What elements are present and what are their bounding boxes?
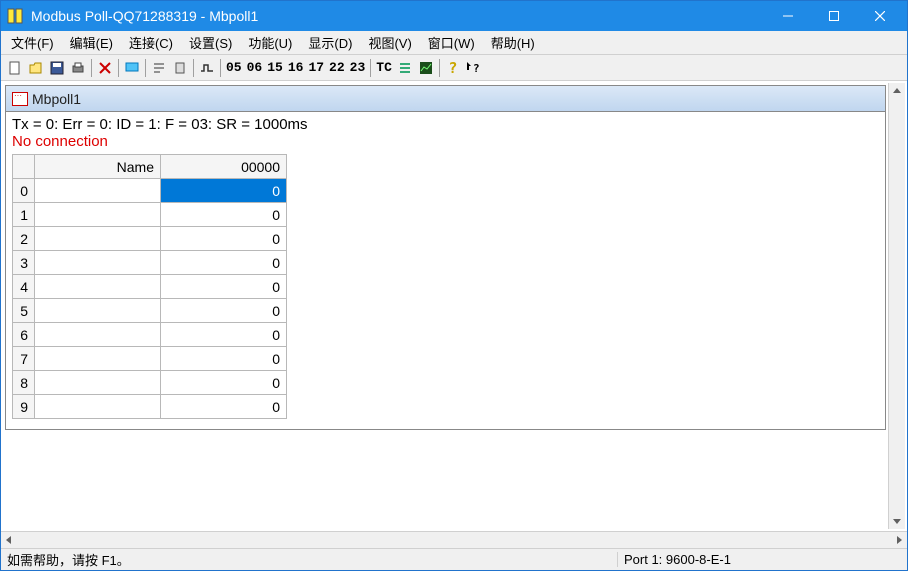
- row-index: 8: [13, 371, 35, 395]
- cell-value[interactable]: 0: [161, 347, 287, 371]
- cell-value[interactable]: 0: [161, 395, 287, 419]
- menu-view[interactable]: 视图(V): [360, 31, 419, 54]
- row-index: 7: [13, 347, 35, 371]
- print-icon[interactable]: [68, 58, 88, 78]
- menu-help[interactable]: 帮助(H): [483, 31, 543, 54]
- table-row[interactable]: 10: [13, 203, 287, 227]
- chart-icon[interactable]: [416, 58, 436, 78]
- cell-value[interactable]: 0: [161, 323, 287, 347]
- cell-name[interactable]: [35, 275, 161, 299]
- help-icon[interactable]: ?: [443, 58, 463, 78]
- menu-edit[interactable]: 编辑(E): [62, 31, 121, 54]
- register-table[interactable]: Name 00000 00102030405060708090: [12, 154, 287, 419]
- cell-value[interactable]: 0: [161, 203, 287, 227]
- cell-name[interactable]: [35, 299, 161, 323]
- save-icon[interactable]: [47, 58, 67, 78]
- device-icon[interactable]: [170, 58, 190, 78]
- cell-name[interactable]: [35, 203, 161, 227]
- fc-05-button[interactable]: 05: [224, 60, 244, 75]
- row-index: 4: [13, 275, 35, 299]
- align-icon[interactable]: [149, 58, 169, 78]
- poll-status-line: Tx = 0: Err = 0: ID = 1: F = 03: SR = 10…: [12, 116, 879, 133]
- menu-connection[interactable]: 连接(C): [121, 31, 181, 54]
- menu-display[interactable]: 显示(D): [300, 31, 360, 54]
- row-header-blank: [13, 155, 35, 179]
- window-title: Modbus Poll-QQ71288319 - Mbpoll1: [31, 8, 765, 24]
- table-row[interactable]: 20: [13, 227, 287, 251]
- document-icon: [12, 92, 28, 106]
- row-index: 2: [13, 227, 35, 251]
- row-index: 1: [13, 203, 35, 227]
- table-row[interactable]: 30: [13, 251, 287, 275]
- table-row[interactable]: 90: [13, 395, 287, 419]
- table-row[interactable]: 50: [13, 299, 287, 323]
- fc-15-button[interactable]: 15: [265, 60, 285, 75]
- document-window: Mbpoll1 Tx = 0: Err = 0: ID = 1: F = 03:…: [5, 85, 886, 430]
- new-icon[interactable]: [5, 58, 25, 78]
- document-titlebar[interactable]: Mbpoll1: [6, 86, 885, 112]
- minimize-button[interactable]: [765, 1, 811, 31]
- main-window: Modbus Poll-QQ71288319 - Mbpoll1 文件(F) 编…: [0, 0, 908, 571]
- maximize-button[interactable]: [811, 1, 857, 31]
- fc-23-button[interactable]: 23: [348, 60, 368, 75]
- status-help-text: 如需帮助，请按 F1。: [1, 550, 617, 569]
- cell-value[interactable]: 0: [161, 371, 287, 395]
- cell-name[interactable]: [35, 251, 161, 275]
- table-row[interactable]: 60: [13, 323, 287, 347]
- row-index: 9: [13, 395, 35, 419]
- cell-value[interactable]: 0: [161, 299, 287, 323]
- cell-name[interactable]: [35, 395, 161, 419]
- context-help-icon[interactable]: ?: [464, 58, 484, 78]
- cell-value[interactable]: 0: [161, 275, 287, 299]
- cell-value[interactable]: 0: [161, 179, 287, 203]
- cell-name[interactable]: [35, 371, 161, 395]
- status-port-text: Port 1: 9600-8-E-1: [617, 552, 907, 567]
- row-index: 6: [13, 323, 35, 347]
- app-icon: [5, 6, 25, 26]
- cell-name[interactable]: [35, 179, 161, 203]
- statusbar: 如需帮助，请按 F1。 Port 1: 9600-8-E-1: [1, 548, 907, 570]
- cell-value[interactable]: 0: [161, 251, 287, 275]
- fc-17-button[interactable]: 17: [306, 60, 326, 75]
- menu-setup[interactable]: 设置(S): [181, 31, 240, 54]
- menu-file[interactable]: 文件(F): [3, 31, 62, 54]
- tc-button[interactable]: TC: [374, 60, 394, 75]
- close-button[interactable]: [857, 1, 903, 31]
- menu-functions[interactable]: 功能(U): [240, 31, 300, 54]
- toolbar: 05 06 15 16 17 22 23 TC ? ?: [1, 55, 907, 81]
- cell-name[interactable]: [35, 347, 161, 371]
- menubar: 文件(F) 编辑(E) 连接(C) 设置(S) 功能(U) 显示(D) 视图(V…: [1, 31, 907, 55]
- mdi-client-area: Mbpoll1 Tx = 0: Err = 0: ID = 1: F = 03:…: [1, 81, 907, 531]
- column-header-name[interactable]: Name: [35, 155, 161, 179]
- titlebar[interactable]: Modbus Poll-QQ71288319 - Mbpoll1: [1, 1, 907, 31]
- fc-22-button[interactable]: 22: [327, 60, 347, 75]
- table-row[interactable]: 00: [13, 179, 287, 203]
- pulse-icon[interactable]: [197, 58, 217, 78]
- list-icon[interactable]: [395, 58, 415, 78]
- cell-name[interactable]: [35, 323, 161, 347]
- monitor-icon[interactable]: [122, 58, 142, 78]
- menu-window[interactable]: 窗口(W): [420, 31, 483, 54]
- document-title: Mbpoll1: [32, 91, 81, 107]
- svg-text:?: ?: [473, 62, 480, 75]
- table-row[interactable]: 40: [13, 275, 287, 299]
- cell-value[interactable]: 0: [161, 227, 287, 251]
- row-index: 5: [13, 299, 35, 323]
- fc-06-button[interactable]: 06: [245, 60, 265, 75]
- delete-icon[interactable]: [95, 58, 115, 78]
- horizontal-scrollbar[interactable]: [1, 531, 907, 548]
- table-row[interactable]: 80: [13, 371, 287, 395]
- vertical-scrollbar[interactable]: [888, 83, 905, 529]
- row-index: 0: [13, 179, 35, 203]
- row-index: 3: [13, 251, 35, 275]
- open-icon[interactable]: [26, 58, 46, 78]
- no-connection-label: No connection: [12, 133, 879, 150]
- fc-16-button[interactable]: 16: [286, 60, 306, 75]
- table-row[interactable]: 70: [13, 347, 287, 371]
- column-header-value[interactable]: 00000: [161, 155, 287, 179]
- cell-name[interactable]: [35, 227, 161, 251]
